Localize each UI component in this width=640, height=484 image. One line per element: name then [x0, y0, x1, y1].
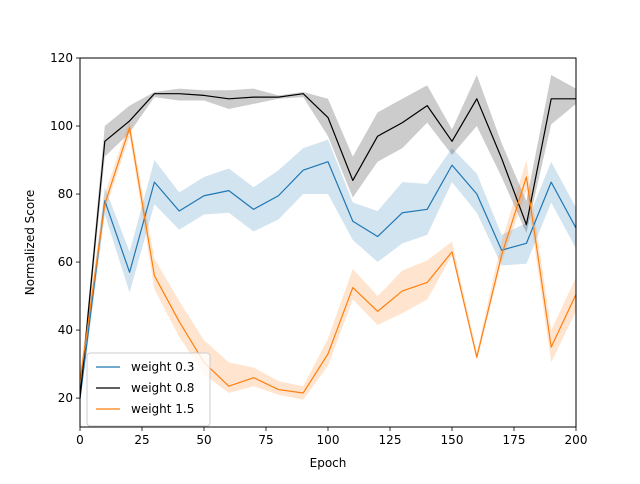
legend: weight 0.3 weight 0.8 weight 1.5: [86, 352, 211, 427]
y-tick-label: 20: [58, 391, 73, 405]
x-tick-label: 200: [565, 433, 588, 447]
x-tick-label: 175: [503, 433, 526, 447]
legend-label: weight 0.8: [131, 381, 194, 395]
x-tick-label: 150: [441, 433, 464, 447]
y-tick-label: 40: [58, 323, 73, 337]
x-tick-label: 75: [258, 433, 273, 447]
x-axis-ticks: 0 25 50 75 100 125 150 175 200: [76, 427, 587, 447]
x-axis-label: Epoch: [310, 456, 347, 470]
band-weight-0-3: [80, 139, 576, 405]
series-line-weight-1-5: [79, 127, 577, 394]
y-tick-label: 120: [50, 51, 73, 65]
confidence-bands: [80, 75, 576, 405]
band-weight-1-5: [80, 120, 576, 400]
series-lines: [79, 93, 577, 399]
legend-label: weight 0.3: [131, 360, 194, 374]
x-tick-label: 0: [76, 433, 84, 447]
y-tick-label: 100: [50, 119, 73, 133]
series-line-weight-0-8: [79, 93, 576, 399]
y-axis-label: Normalized Score: [23, 190, 37, 295]
band-weight-0-8: [80, 75, 576, 405]
y-tick-label: 60: [58, 255, 73, 269]
legend-box: [86, 352, 211, 427]
series-line-weight-0-3: [79, 161, 577, 399]
x-tick-label: 125: [379, 433, 402, 447]
x-tick-label: 25: [134, 433, 149, 447]
legend-label: weight 1.5: [131, 402, 194, 416]
x-tick-label: 50: [196, 433, 211, 447]
y-axis-ticks: 20 40 60 80 100 120: [50, 51, 80, 405]
x-tick-label: 100: [317, 433, 340, 447]
y-tick-label: 80: [58, 187, 73, 201]
